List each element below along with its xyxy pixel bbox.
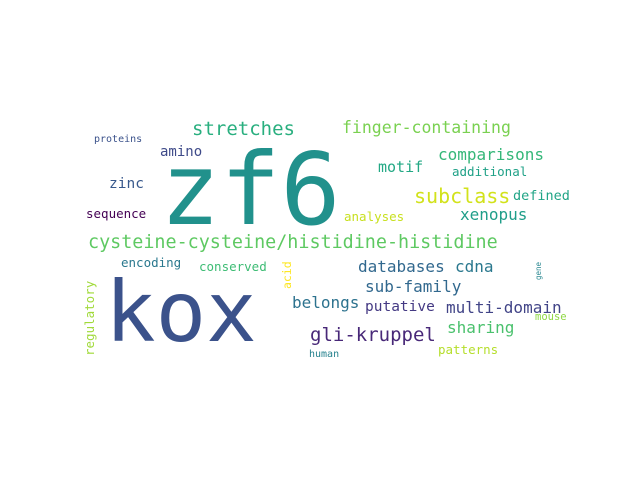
word-belongs: belongs — [292, 293, 360, 312]
word-analyses: analyses — [344, 209, 405, 224]
word-mouse: mouse — [535, 311, 567, 323]
word-acid: acid — [280, 261, 294, 289]
word-finger-containing: finger-containing — [342, 118, 511, 137]
word-proteins: proteins — [94, 134, 143, 145]
word-human: human — [309, 349, 340, 360]
word-encoding: encoding — [121, 255, 182, 270]
word-xenopus: xenopus — [460, 205, 528, 224]
word-comparisons: comparisons — [438, 145, 544, 164]
word-cdna: cdna — [455, 257, 494, 276]
word-conserved: conserved — [199, 259, 267, 274]
word-subclass: subclass — [414, 184, 511, 208]
word-zf6: zf6 — [160, 131, 341, 248]
word-sharing: sharing — [447, 318, 515, 337]
word-cysteine-histidine: cysteine-cysteine/histidine-histidine — [88, 232, 498, 253]
word-multi-domain: multi-domain — [446, 298, 562, 317]
word-zinc: zinc — [109, 176, 144, 192]
word-motif: motif — [378, 158, 424, 176]
word-amino: amino — [160, 144, 203, 160]
word-databases: databases — [358, 257, 445, 276]
word-sub-family: sub-family — [365, 277, 462, 296]
word-putative: putative — [365, 299, 435, 315]
word-gli-kruppel: gli-kruppel — [310, 324, 436, 346]
word-defined: defined — [513, 188, 570, 204]
word-stretches: stretches — [192, 118, 295, 140]
word-sequence: sequence — [86, 206, 147, 221]
word-additional: additional — [452, 164, 528, 179]
word-regulatory: regulatory — [82, 280, 97, 356]
word-kox: kox — [105, 263, 257, 361]
word-gene: gene — [534, 261, 543, 280]
word-patterns: patterns — [438, 342, 499, 357]
